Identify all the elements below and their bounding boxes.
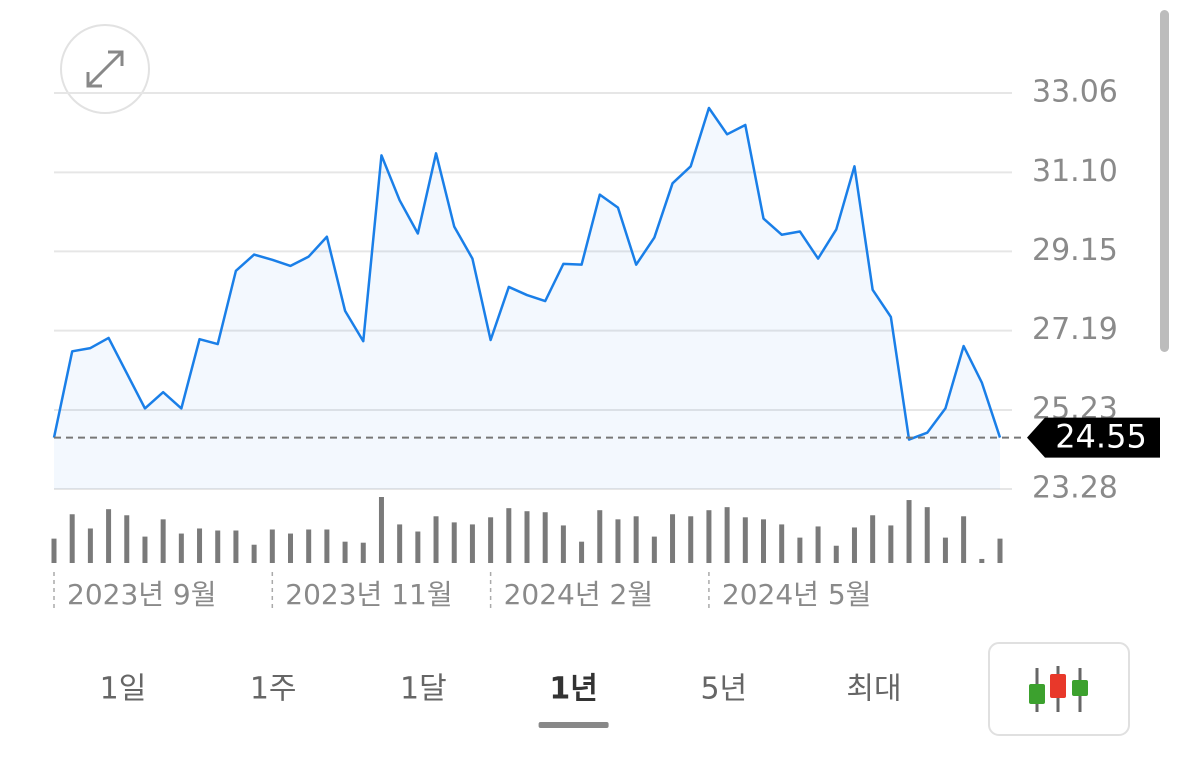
volume-bar bbox=[397, 524, 403, 563]
y-tick-label: 29.15 bbox=[1032, 233, 1118, 268]
volume-bar bbox=[87, 528, 93, 563]
volume-bar bbox=[815, 526, 821, 563]
volume-bar bbox=[488, 517, 494, 563]
volume-bar bbox=[269, 529, 275, 563]
volume-bar bbox=[579, 541, 585, 563]
volume-bar bbox=[342, 541, 348, 563]
volume-bar bbox=[215, 530, 221, 563]
range-tab[interactable]: 1달 bbox=[400, 672, 447, 707]
volume-bar bbox=[706, 510, 712, 563]
volume-bar bbox=[997, 538, 1003, 563]
range-tab[interactable]: 최대 bbox=[846, 672, 901, 707]
volume-bar bbox=[779, 524, 785, 563]
volume-bar bbox=[124, 515, 130, 563]
y-tick-label: 31.10 bbox=[1032, 154, 1118, 189]
x-tick-label: 2024년 5월 bbox=[722, 578, 872, 611]
volume-bar bbox=[324, 529, 330, 563]
volume-bar bbox=[106, 509, 112, 563]
volume-bar bbox=[597, 510, 603, 563]
volume-bar bbox=[233, 530, 239, 563]
volume-bar bbox=[142, 536, 148, 563]
x-tick-label: 2024년 2월 bbox=[504, 578, 653, 611]
tab-underline bbox=[538, 722, 609, 728]
y-tick-label: 23.28 bbox=[1032, 471, 1118, 506]
volume-bar bbox=[888, 525, 894, 563]
y-tick-label: 27.19 bbox=[1032, 312, 1118, 347]
range-tab[interactable]: 1주 bbox=[250, 672, 297, 707]
expand-button[interactable] bbox=[60, 24, 150, 114]
volume-bar bbox=[524, 511, 530, 563]
volume-bar bbox=[469, 524, 475, 563]
volume-bar bbox=[160, 519, 166, 563]
y-tick-label: 33.06 bbox=[1032, 75, 1118, 110]
scrollbar bbox=[1160, 10, 1169, 352]
volume-bar bbox=[724, 507, 730, 563]
volume-bar bbox=[506, 508, 512, 563]
last-value-tag bbox=[1027, 417, 1160, 458]
volume-bar bbox=[942, 537, 948, 563]
range-tab[interactable]: 1년 bbox=[549, 672, 597, 707]
volume-bar bbox=[924, 507, 930, 563]
volume-bar bbox=[633, 516, 639, 563]
volume-bar bbox=[615, 519, 621, 563]
volume-bar bbox=[651, 536, 657, 563]
volume-bar bbox=[69, 514, 75, 563]
volume-bar bbox=[197, 528, 203, 563]
volume-bar bbox=[833, 545, 839, 563]
volume-bar bbox=[288, 533, 293, 563]
volume-bar bbox=[251, 544, 257, 563]
volume-bar bbox=[306, 529, 312, 563]
volume-bar bbox=[178, 533, 184, 563]
volume-bar bbox=[451, 522, 457, 563]
last-value-label: 24.55 bbox=[1055, 418, 1147, 456]
x-tick-label: 2023년 9월 bbox=[67, 578, 217, 611]
volume-bar bbox=[433, 516, 439, 563]
volume-bar bbox=[670, 514, 676, 563]
volume-bar bbox=[961, 516, 967, 563]
x-tick-label: 2023년 11월 bbox=[285, 578, 452, 611]
chart-type-button[interactable] bbox=[988, 642, 1130, 736]
range-tab[interactable]: 5년 bbox=[700, 672, 747, 707]
volume-bar bbox=[688, 516, 694, 563]
volume-bar bbox=[797, 537, 803, 563]
volume-bar bbox=[870, 515, 876, 563]
area bbox=[54, 107, 1000, 489]
volume-bar bbox=[906, 500, 912, 563]
volume-bar bbox=[542, 512, 548, 563]
volume-bar bbox=[979, 558, 985, 563]
volume-bar bbox=[378, 497, 384, 563]
volume-bar bbox=[51, 538, 57, 563]
volume-bar bbox=[761, 519, 766, 563]
volume-bar bbox=[360, 542, 366, 563]
volume-bar bbox=[415, 531, 421, 563]
line bbox=[52, 106, 1002, 441]
volume-bar bbox=[560, 525, 566, 563]
volume-bar bbox=[851, 527, 857, 563]
volume-bar bbox=[742, 517, 748, 563]
range-tab[interactable]: 1일 bbox=[100, 672, 147, 707]
